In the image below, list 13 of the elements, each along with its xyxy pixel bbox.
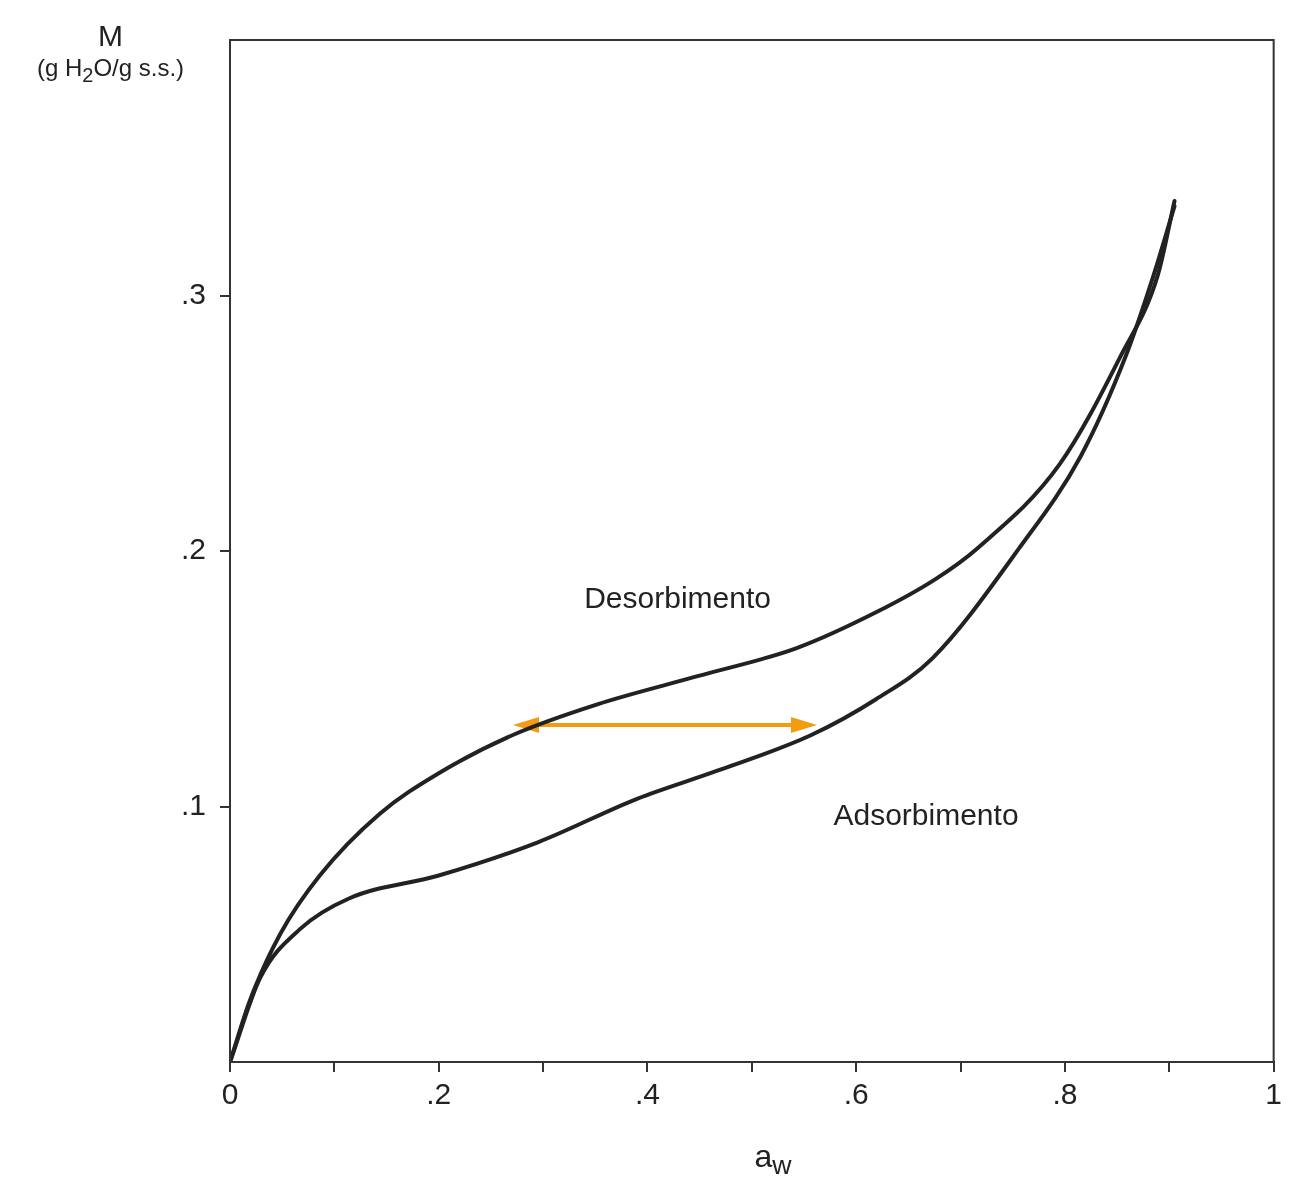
series-label: Desorbimento — [584, 581, 771, 615]
x-tick-label: .8 — [1052, 1077, 1078, 1111]
x-axis-title: a$_{w}$ — [753, 1138, 793, 1182]
x-tick-label: 0 — [221, 1077, 239, 1111]
text: Adsorbimento — [833, 798, 1019, 832]
x-tick-label: .6 — [843, 1077, 869, 1111]
x-tick-label: .4 — [634, 1077, 660, 1111]
y-tick-label: .2 — [180, 532, 206, 566]
y-tick-label: .1 — [180, 787, 206, 821]
y-axis-title: M (g H$_{2}$O/g s.s.) — [35, 18, 186, 87]
y-tick-label: .3 — [180, 276, 206, 310]
text: .2 — [426, 1077, 452, 1111]
x-tick-label: 1 — [1265, 1077, 1282, 1111]
